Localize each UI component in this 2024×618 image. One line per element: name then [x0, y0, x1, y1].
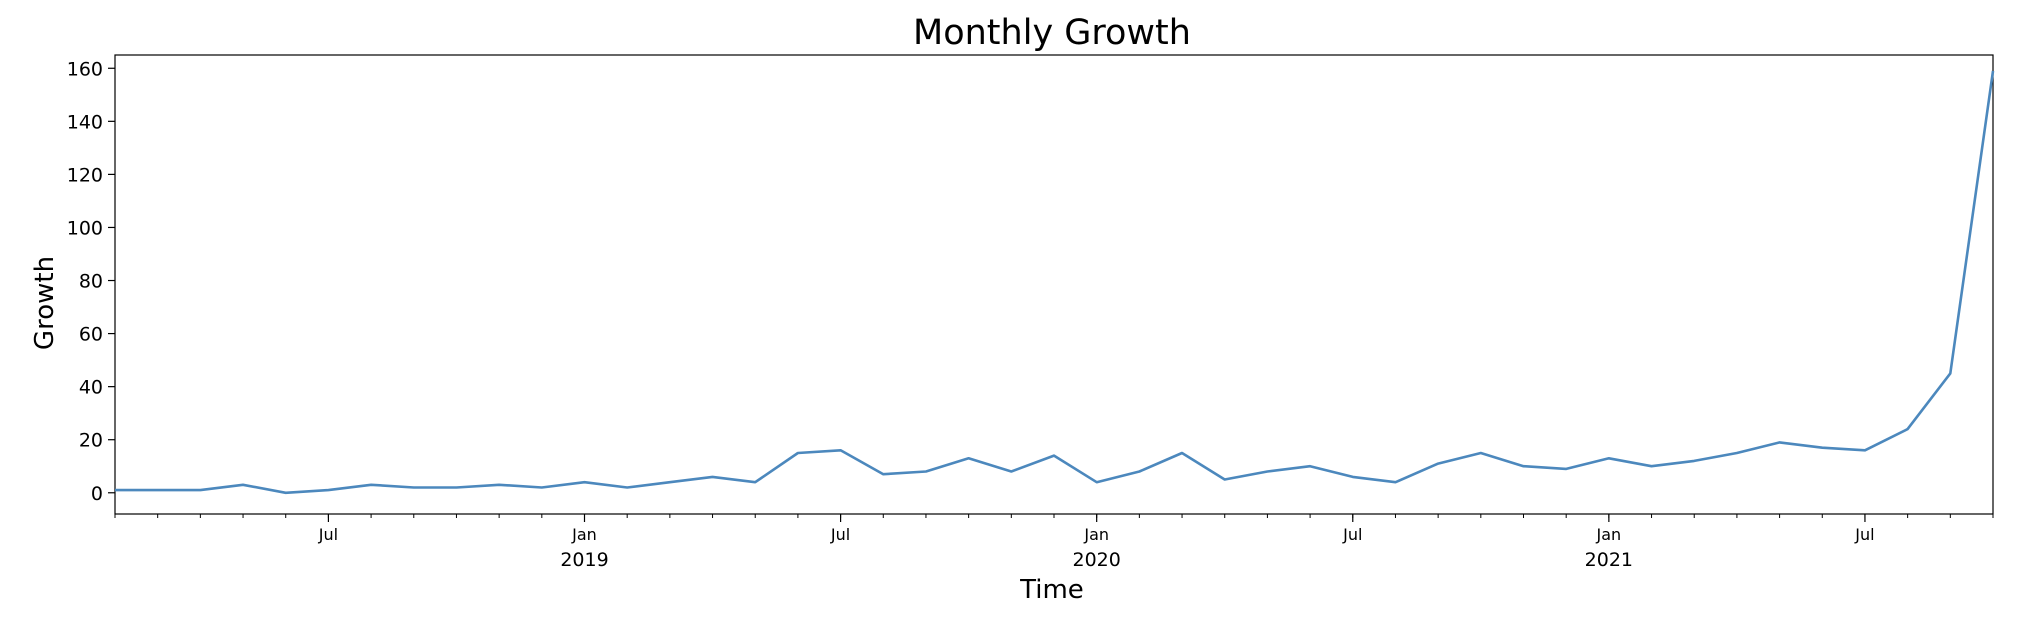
- x-axis: Jul Jan 2019 Jul Jan 2020 Jul Jan 2021 Jul: [114, 514, 1994, 571]
- x-tick-label: Jan: [1596, 525, 1622, 544]
- plot-frame: [114, 54, 1994, 515]
- y-tick-label: 0: [91, 483, 103, 505]
- x-tick-label: Jul: [1854, 525, 1874, 544]
- y-axis-label: Growth: [30, 256, 60, 350]
- y-tick-label: 20: [79, 430, 103, 452]
- x-tick-label: Jul: [1342, 525, 1362, 544]
- chart-title: Monthly Growth: [913, 13, 1191, 53]
- y-tick-label: 160: [67, 58, 103, 80]
- series-line: [115, 70, 1995, 495]
- y-tick-label: 100: [67, 217, 103, 239]
- y-tick-label: 140: [67, 111, 103, 133]
- plot-area: [114, 54, 1995, 515]
- x-axis-label: Time: [1019, 575, 1084, 605]
- x-tick-label: Jul: [830, 525, 850, 544]
- x-tick-label: Jan: [571, 525, 597, 544]
- x-year-label: 2020: [1073, 549, 1121, 571]
- y-axis: 0 20 40 60 80 100 120 140 160: [67, 58, 115, 505]
- x-year-label: 2021: [1585, 549, 1633, 571]
- y-tick-label: 120: [67, 164, 103, 186]
- x-tick-label: Jan: [1083, 525, 1109, 544]
- y-tick-label: 40: [79, 377, 103, 399]
- x-tick-label: Jul: [318, 525, 338, 544]
- y-tick-label: 60: [79, 324, 103, 346]
- x-year-label: 2019: [560, 549, 608, 571]
- y-tick-label: 80: [79, 271, 103, 293]
